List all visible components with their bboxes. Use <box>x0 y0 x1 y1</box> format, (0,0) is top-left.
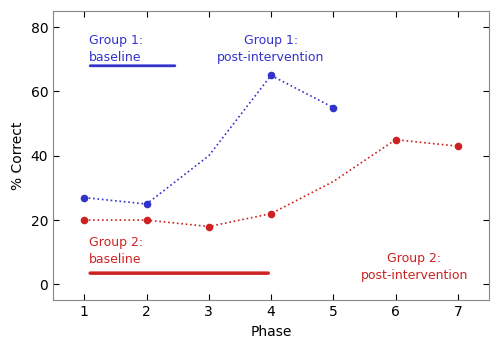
Point <box>80 217 88 223</box>
Point <box>454 144 462 149</box>
Text: Group 2:
baseline: Group 2: baseline <box>90 236 144 266</box>
Point <box>267 72 275 78</box>
Point <box>267 211 275 216</box>
Point <box>142 201 150 207</box>
Text: Group 2:
post-intervention: Group 2: post-intervention <box>360 252 468 282</box>
Text: Group 1:
baseline: Group 1: baseline <box>90 34 144 64</box>
Point <box>392 137 400 142</box>
Point <box>142 217 150 223</box>
Y-axis label: % Correct: % Correct <box>11 121 25 190</box>
X-axis label: Phase: Phase <box>250 325 292 339</box>
Point <box>205 224 213 229</box>
Point <box>330 105 338 110</box>
Text: Group 1:
post-intervention: Group 1: post-intervention <box>218 34 324 64</box>
Point <box>80 195 88 201</box>
